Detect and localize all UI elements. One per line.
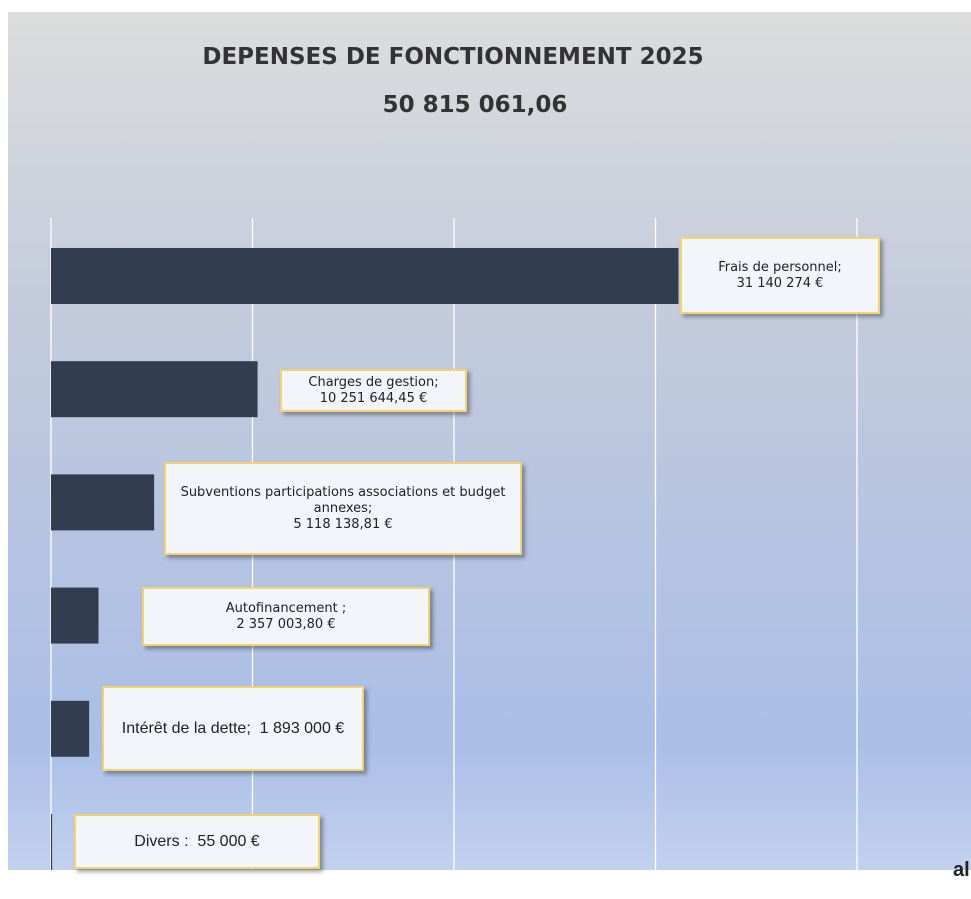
value-label: 2 357 003,80 €	[236, 616, 336, 632]
bar	[51, 361, 258, 418]
label-text: Autofinancement ; 2 357 003,80 €	[226, 601, 346, 633]
category-name: Subventions participations associations …	[180, 484, 506, 516]
category-name: Frais de personnel;	[718, 259, 842, 275]
label-text: Divers : 55 000 €	[134, 827, 259, 857]
bar	[51, 700, 90, 757]
category-name: Divers :	[134, 832, 189, 850]
bar	[51, 587, 99, 644]
label-text: Intérêt de la dette; 1 893 000 €	[122, 714, 344, 744]
value-label: 31 140 274 €	[736, 275, 824, 291]
chart-title: DEPENSES DE FONCTIONNEMENT 2025	[202, 44, 703, 70]
label-text: Charges de gestion; 10 251 644,45 €	[308, 375, 438, 407]
value-label: 1 893 000 €	[259, 719, 345, 737]
label-text: Frais de personnel; 31 140 274 €	[718, 260, 842, 292]
label-text: Subventions participations associations …	[172, 485, 514, 533]
data-label: Divers : 55 000 €	[74, 814, 320, 869]
bar	[51, 474, 155, 531]
data-label: Intérêt de la dette; 1 893 000 €	[102, 686, 364, 771]
data-label: Autofinancement ; 2 357 003,80 €	[142, 587, 430, 646]
category-name: Intérêt de la dette;	[121, 719, 251, 737]
data-label: Frais de personnel; 31 140 274 €	[680, 237, 880, 314]
value-label: 5 118 138,81 €	[293, 516, 393, 532]
chart-subtitle: 50 815 061,06	[383, 92, 568, 118]
category-name: Autofinancement ;	[225, 600, 347, 616]
value-label: 55 000 €	[197, 832, 260, 850]
bar	[51, 814, 53, 870]
bar	[51, 248, 679, 304]
data-label: Charges de gestion; 10 251 644,45 €	[280, 369, 467, 412]
value-label: 10 251 644,45 €	[319, 390, 428, 406]
category-name: Charges de gestion;	[308, 374, 439, 390]
cut-text: al	[953, 859, 970, 881]
data-label: Subventions participations associations …	[164, 462, 522, 555]
